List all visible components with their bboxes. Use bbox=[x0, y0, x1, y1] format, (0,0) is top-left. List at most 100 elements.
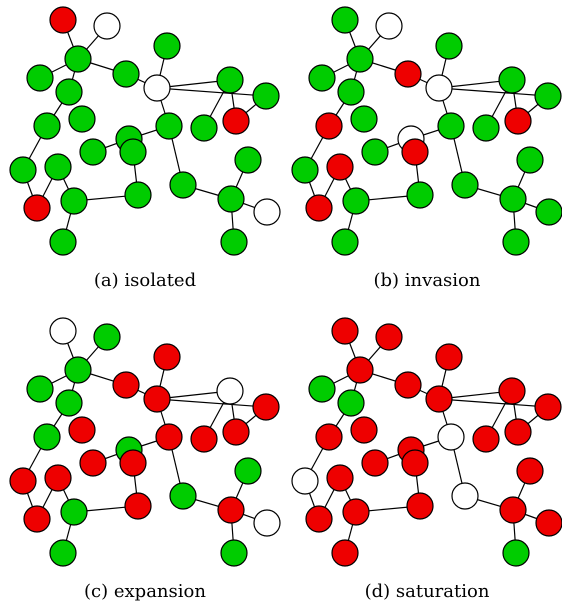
network-node-red bbox=[153, 343, 181, 371]
network-node-red bbox=[504, 107, 532, 135]
network-node-red bbox=[305, 505, 333, 533]
network-node-red bbox=[252, 393, 280, 421]
network-node-red bbox=[498, 377, 526, 405]
panel-saturation bbox=[291, 317, 562, 567]
network-node-green bbox=[234, 457, 262, 485]
network-node-white bbox=[216, 377, 244, 405]
network-node-red bbox=[435, 343, 463, 371]
network-node-white bbox=[437, 423, 465, 451]
network-node-green bbox=[350, 105, 378, 133]
network-node-green bbox=[220, 539, 248, 567]
network-node-red bbox=[326, 153, 354, 181]
network-node-green bbox=[220, 228, 248, 256]
network-node-white bbox=[143, 74, 171, 102]
network-node-green bbox=[26, 375, 54, 403]
network-node-green bbox=[64, 356, 92, 384]
network-node-green bbox=[331, 228, 359, 256]
network-node-red bbox=[23, 505, 51, 533]
panel-isolated bbox=[9, 6, 281, 256]
network-node-green bbox=[234, 146, 262, 174]
network-node-green bbox=[252, 82, 280, 110]
network-node-red bbox=[222, 418, 250, 446]
network-node-green bbox=[49, 539, 77, 567]
network-node-red bbox=[534, 393, 562, 421]
network-node-red bbox=[516, 457, 544, 485]
network-node-red bbox=[68, 416, 96, 444]
network-node-red bbox=[375, 323, 403, 351]
network-node-green bbox=[534, 82, 562, 110]
caption-isolated: (a) isolated bbox=[94, 270, 196, 291]
network-node-green bbox=[112, 60, 140, 88]
network-node-red bbox=[350, 416, 378, 444]
network-node-white bbox=[93, 12, 121, 40]
network-node-green bbox=[49, 228, 77, 256]
network-node-green bbox=[64, 45, 92, 73]
network-node-white bbox=[253, 509, 281, 537]
network-node-red bbox=[217, 496, 245, 524]
network-node-red bbox=[9, 467, 37, 495]
network-node-red bbox=[49, 6, 77, 34]
network-node-red bbox=[331, 317, 359, 345]
network-node-red bbox=[190, 425, 218, 453]
network-node-green bbox=[498, 66, 526, 94]
network-node-green bbox=[9, 156, 37, 184]
network-node-green bbox=[55, 78, 83, 106]
network-node-red bbox=[406, 492, 434, 520]
network-node-green bbox=[337, 389, 365, 417]
network-node-green bbox=[217, 185, 245, 213]
network-node-green bbox=[153, 32, 181, 60]
panel-expansion bbox=[9, 317, 281, 567]
network-node-green bbox=[79, 138, 107, 166]
network-node-green bbox=[308, 375, 336, 403]
network-node-red bbox=[342, 498, 370, 526]
network-edge bbox=[156, 398, 267, 408]
network-node-red bbox=[222, 107, 250, 135]
network-node-red bbox=[472, 425, 500, 453]
network-node-green bbox=[331, 6, 359, 34]
network-node-green bbox=[155, 112, 183, 140]
network-node-green bbox=[33, 112, 61, 140]
network-node-red bbox=[315, 423, 343, 451]
network-node-green bbox=[451, 171, 479, 199]
caption-invasion: (b) invasion bbox=[374, 270, 481, 291]
network-node-red bbox=[346, 356, 374, 384]
caption-saturation: (d) saturation bbox=[365, 581, 490, 602]
network-node-red bbox=[401, 449, 429, 477]
network-node-white bbox=[425, 74, 453, 102]
network-node-red bbox=[44, 464, 72, 492]
network-node-red bbox=[124, 492, 152, 520]
network-node-green bbox=[33, 423, 61, 451]
network-node-green bbox=[361, 138, 389, 166]
network-node-white bbox=[49, 317, 77, 345]
network-edge bbox=[438, 398, 549, 408]
network-node-white bbox=[291, 467, 319, 495]
network-node-green bbox=[216, 66, 244, 94]
network-edge bbox=[438, 87, 549, 97]
network-node-green bbox=[308, 64, 336, 92]
network-node-green bbox=[26, 64, 54, 92]
network-node-red bbox=[425, 385, 453, 413]
network-node-red bbox=[119, 449, 147, 477]
network-node-red bbox=[143, 385, 171, 413]
network-node-green bbox=[499, 185, 527, 213]
network-node-green bbox=[55, 389, 83, 417]
network-node-green bbox=[169, 482, 197, 510]
panel-invasion bbox=[291, 6, 562, 256]
network-node-green bbox=[190, 114, 218, 142]
network-node-green bbox=[472, 114, 500, 142]
network-node-red bbox=[401, 138, 429, 166]
network-node-green bbox=[435, 32, 463, 60]
caption-expansion: (c) expansion bbox=[84, 581, 206, 602]
network-node-green bbox=[535, 198, 562, 226]
network-node-green bbox=[437, 112, 465, 140]
network-node-green bbox=[169, 171, 197, 199]
network-node-white bbox=[253, 198, 281, 226]
network-node-green bbox=[60, 187, 88, 215]
network-node-red bbox=[112, 371, 140, 399]
network-node-green bbox=[93, 323, 121, 351]
network-node-red bbox=[394, 60, 422, 88]
network-node-white bbox=[451, 482, 479, 510]
network-node-red bbox=[394, 371, 422, 399]
network-node-green bbox=[346, 45, 374, 73]
